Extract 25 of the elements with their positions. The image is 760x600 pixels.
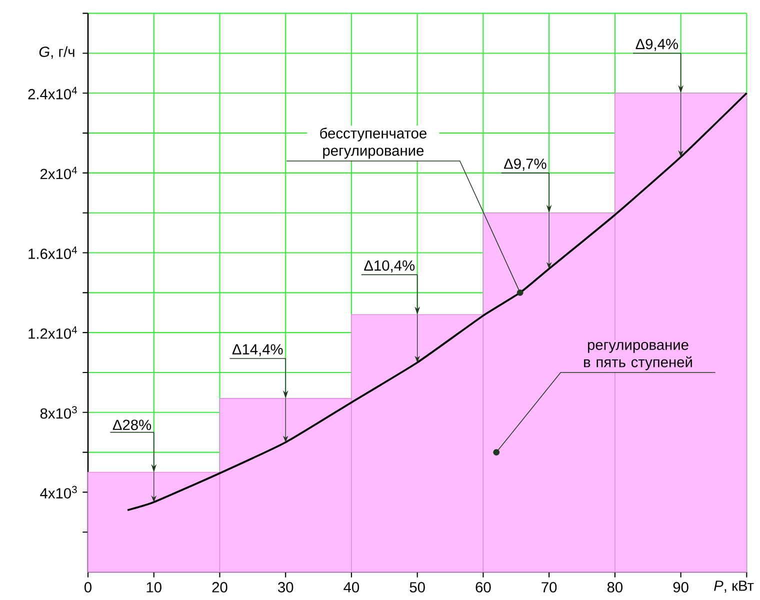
annotation: Δ10,4%	[364, 260, 415, 272]
x-tick-label: 90	[673, 582, 688, 592]
x-tick-label: 0	[84, 582, 92, 592]
y-tick-label: 1.2x10$^{4}$	[28, 326, 77, 339]
x-tick-label: 10	[146, 582, 162, 592]
x-tick-label: 40	[344, 582, 360, 592]
x-tick-label: 80	[607, 582, 623, 592]
y-tick-label: 1.6x10$^{4}$	[28, 246, 77, 260]
y-tick-label: 4x10$^{3}$	[40, 486, 77, 498]
x-tick-label: 50	[410, 582, 425, 592]
y-tick-label: 8x10$^{3}$	[40, 406, 77, 419]
annotation: Δ9,7%	[504, 158, 546, 171]
annotation: Δ9,4%	[636, 38, 678, 51]
annotation: Δ14,4%	[232, 344, 283, 356]
annotation: Δ28%	[112, 420, 152, 430]
text: бесступенчатое регулирование	[320, 128, 426, 159]
x-axis-title: P, кВт	[714, 580, 754, 593]
y-tick-label: 2x10$^{4}$	[40, 166, 77, 180]
x-tick-label: 70	[542, 582, 557, 592]
x-tick-label: 20	[212, 582, 228, 592]
y-axis-title: G, г/ч	[39, 46, 74, 59]
y-tick-label: 2.4x10$^{4}$	[28, 86, 77, 100]
series-label: регулирование в пять ступеней	[584, 342, 692, 370]
x-tick-label: 60	[476, 582, 491, 592]
x-tick-label: 30	[278, 582, 294, 592]
